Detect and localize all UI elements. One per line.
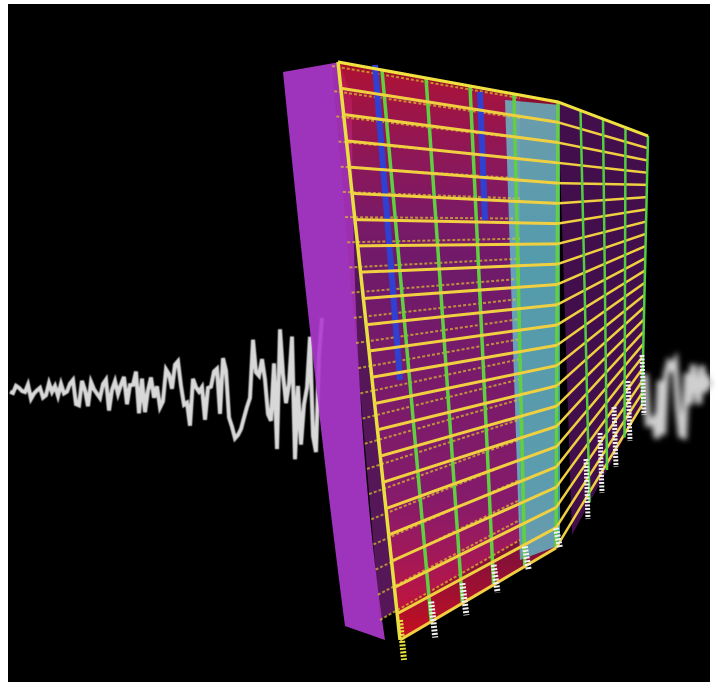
floor-beam — [358, 244, 558, 246]
page: (() => { const svg = document.getElement… — [0, 0, 717, 687]
side-column — [625, 128, 626, 438]
scene — [0, 0, 717, 687]
